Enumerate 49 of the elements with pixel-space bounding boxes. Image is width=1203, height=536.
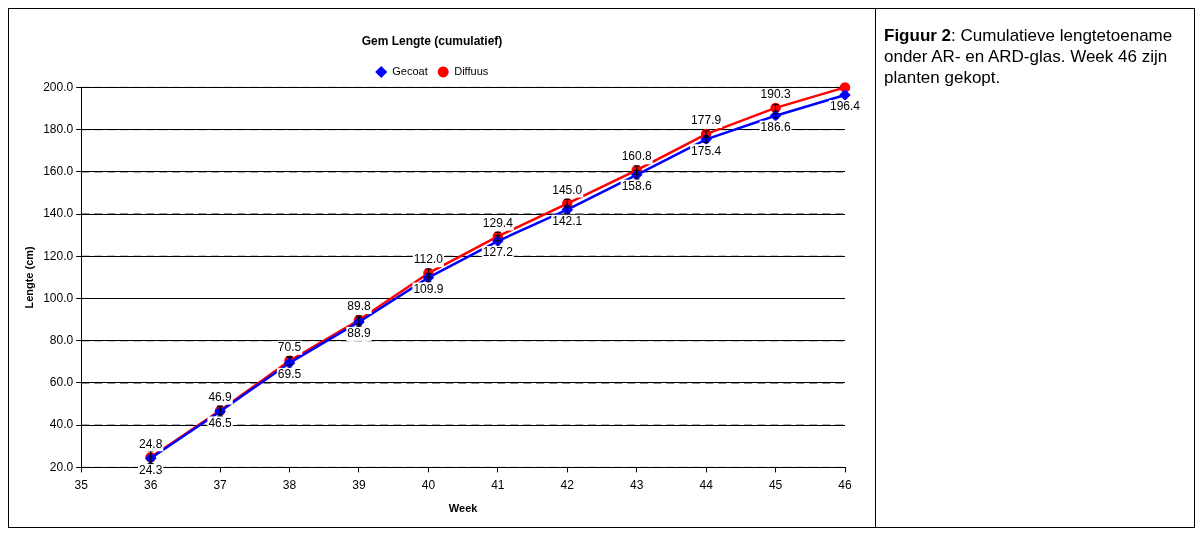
x-axis-title: Week — [448, 502, 479, 515]
data-label: 127.2 — [482, 245, 514, 260]
x-tick-label: 35 — [74, 477, 89, 492]
data-label: 46.5 — [208, 415, 233, 430]
data-label: 112.0 — [413, 252, 444, 267]
text: Figuur 2: Cumulatieve lengtetoename onder AR- en ARD-glas. Week 46 zijn planten gekopt. — [884, 26, 1173, 87]
data-label: 175.4 — [691, 143, 722, 158]
x-tick-label: 45 — [768, 477, 783, 492]
y-tick-label: 180.0 — [43, 121, 74, 136]
x-tick-label: 36 — [143, 477, 158, 492]
data-label: 190.3 — [760, 87, 791, 102]
data-label: 177.9 — [691, 113, 722, 128]
data-label: 69.5 — [277, 367, 302, 382]
y-tick-label: 140.0 — [43, 206, 74, 221]
y-tick-label: 40.0 — [49, 417, 74, 432]
y-tick-label: 20.0 — [49, 459, 74, 474]
data-label: 160.8 — [621, 149, 653, 164]
data-label: 109.9 — [413, 281, 444, 296]
data-label: 24.3 — [138, 462, 163, 477]
data-label: 129.4 — [482, 215, 514, 230]
data-label: 145.0 — [552, 182, 583, 197]
y-tick-label: 120.0 — [43, 248, 74, 263]
data-label: 196.4 — [829, 99, 861, 114]
y-tick-label: 80.0 — [49, 333, 74, 348]
data-label: 70.5 — [277, 340, 302, 355]
data-label: 142.1 — [552, 213, 583, 228]
data-label: 186.6 — [760, 120, 791, 134]
y-tick-label: 200.0 — [43, 79, 74, 94]
x-tick-label: 40 — [421, 477, 436, 492]
x-tick-label: 37 — [213, 477, 228, 492]
y-tick-label: 160.0 — [43, 164, 74, 179]
legend-label: Diffuus — [454, 64, 489, 77]
x-tick-label: 39 — [352, 477, 366, 492]
y-tick-label: 100.0 — [43, 290, 74, 305]
y-axis-title: Lengte (cm) — [22, 245, 35, 309]
x-tick-label: 41 — [491, 477, 505, 492]
chart-title: Gem Lengte (cumulatief) — [361, 33, 503, 48]
x-tick-label: 38 — [282, 477, 297, 492]
y-tick-label: 60.0 — [49, 375, 74, 390]
data-label: 89.8 — [347, 299, 371, 314]
data-label: 158.6 — [621, 179, 653, 194]
x-tick-label: 43 — [630, 477, 644, 492]
x-tick-label: 46 — [838, 477, 852, 492]
data-label: 88.9 — [347, 326, 371, 341]
x-tick-label: 42 — [560, 477, 575, 492]
data-label: 24.8 — [138, 436, 163, 451]
legend-label: Gecoat — [392, 64, 428, 77]
x-tick-label: 44 — [699, 477, 714, 492]
data-label: 46.9 — [208, 389, 233, 404]
